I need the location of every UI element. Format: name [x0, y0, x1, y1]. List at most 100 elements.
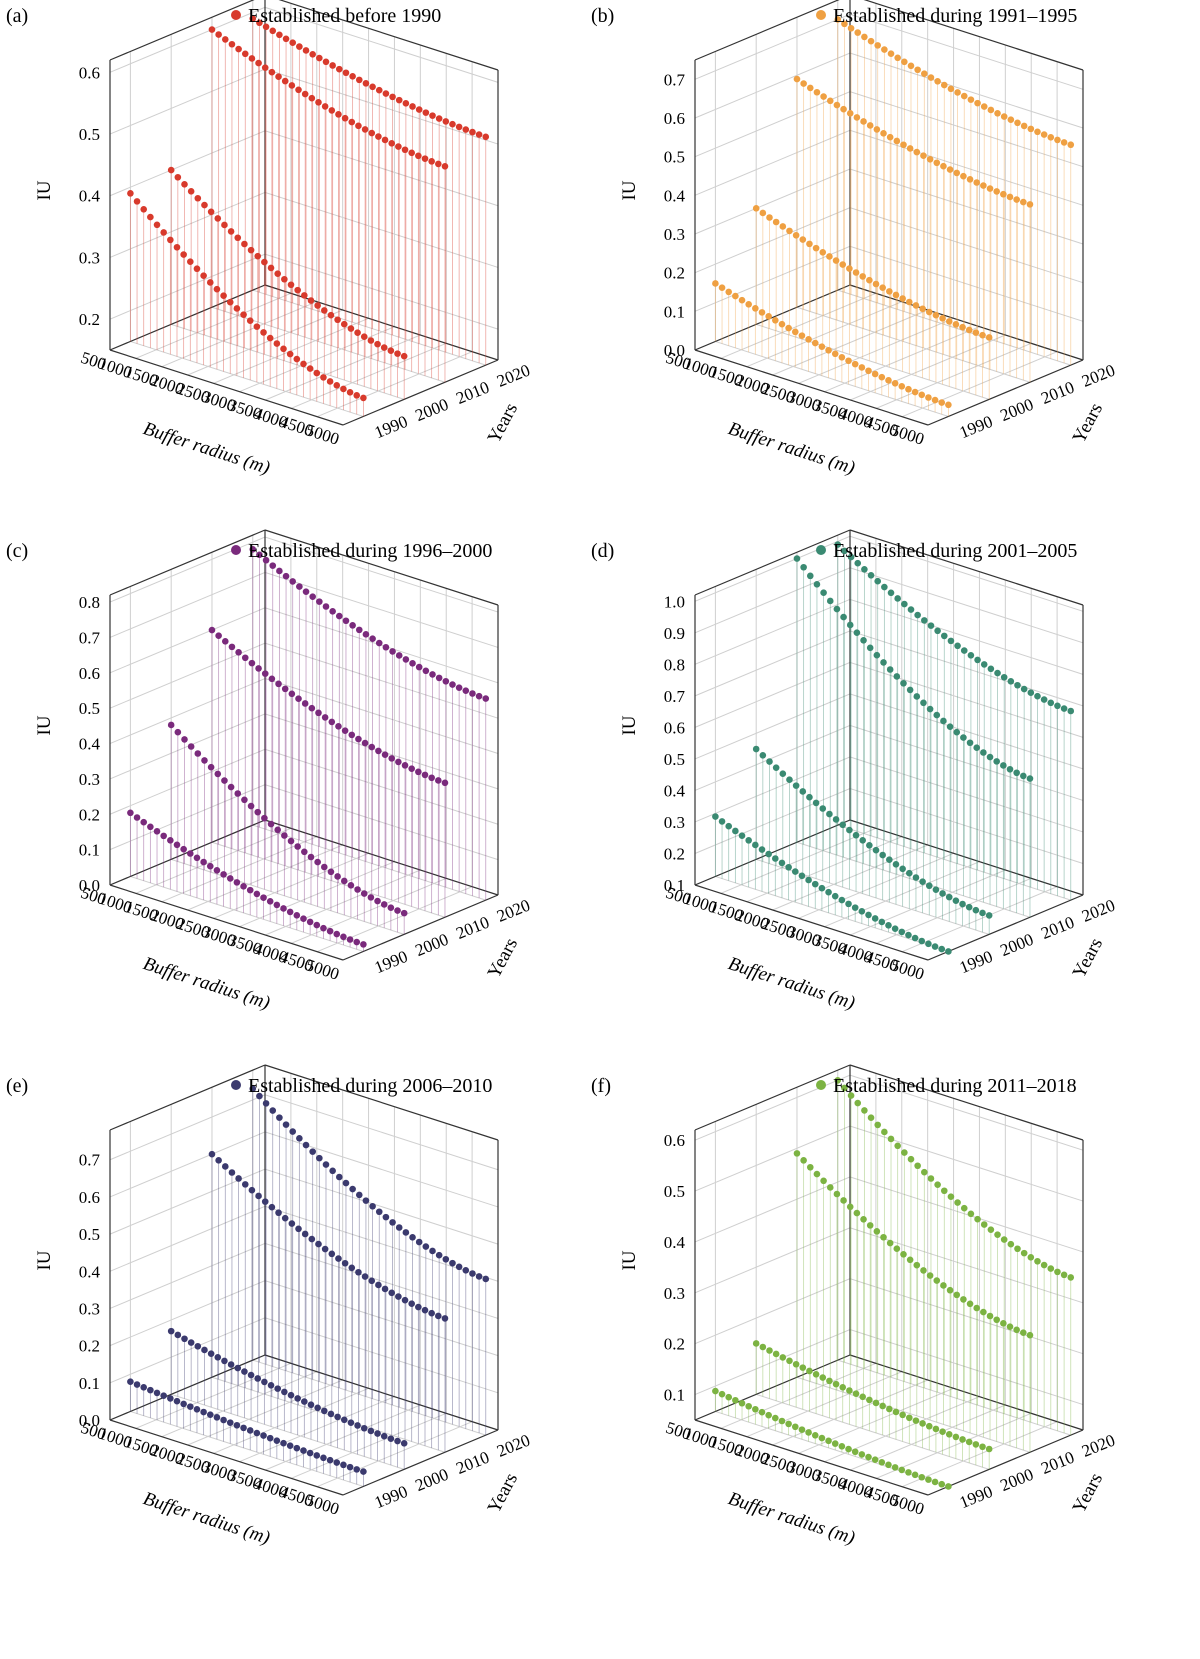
legend-text: Established before 1990 [248, 5, 441, 27]
data-point [133, 814, 141, 821]
data-point [340, 385, 347, 393]
data-point [240, 311, 247, 318]
data-point [315, 709, 322, 717]
data-point [899, 865, 906, 873]
data-point [745, 837, 752, 844]
data-point [825, 888, 832, 896]
data-point [906, 145, 914, 152]
x-axis-line [109, 1419, 344, 1496]
y-axis-title: Years [484, 935, 522, 982]
data-point [979, 331, 986, 339]
data-point [846, 265, 853, 272]
grid-line [109, 571, 499, 648]
grid-line [720, 1362, 877, 1429]
data-point [1000, 113, 1008, 120]
data-point [260, 329, 267, 336]
data-point [1020, 198, 1027, 206]
data-point [261, 814, 268, 822]
panel-label: (a) [6, 5, 28, 27]
data-point [408, 1300, 415, 1308]
x-axis-line [694, 349, 929, 426]
data-point [931, 943, 939, 950]
data-point [880, 659, 887, 666]
data-point [322, 58, 330, 66]
data-point [361, 1273, 369, 1280]
data-point [322, 1161, 330, 1168]
data-point [296, 583, 303, 590]
z-tick-label: 0.7 [664, 70, 686, 89]
z-tick-label: 0.4 [664, 186, 686, 205]
grid-line [715, 340, 949, 417]
data-point [375, 1208, 383, 1216]
series-2000 [167, 166, 408, 400]
data-point [911, 1471, 919, 1479]
grid-line [171, 858, 405, 935]
data-point [791, 1423, 799, 1431]
data-point [408, 149, 415, 157]
data-point [349, 73, 356, 80]
data-point [786, 227, 793, 235]
data-point [980, 749, 987, 756]
y-tick-label: 2020 [1079, 360, 1118, 390]
data-point [213, 285, 221, 293]
data-point [772, 764, 780, 771]
data-point [267, 820, 275, 828]
data-point [240, 882, 247, 890]
data-point [187, 1339, 195, 1346]
data-point [442, 1255, 450, 1263]
grid-line [316, 351, 473, 418]
data-point [894, 595, 901, 602]
data-point [329, 608, 336, 615]
data-point [289, 39, 297, 47]
grid-line [187, 1379, 343, 1446]
box-edge [694, 529, 851, 596]
data-point [321, 103, 329, 110]
data-point [329, 62, 336, 69]
data-point [181, 736, 188, 743]
data-point [1000, 190, 1007, 198]
x-tick-label: 5000 [303, 955, 341, 984]
data-point [980, 661, 988, 668]
data-point [846, 1387, 853, 1394]
data-point [940, 1187, 948, 1195]
series-2020 [249, 545, 490, 901]
data-point [187, 258, 194, 265]
x-tick-label: 5000 [303, 1490, 341, 1519]
y-tick-label: 2000 [998, 395, 1037, 425]
data-point [361, 739, 369, 747]
data-point [865, 1453, 872, 1461]
data-point [793, 555, 801, 562]
data-point [939, 315, 946, 322]
grid-line [239, 326, 395, 393]
grid-line [109, 748, 499, 825]
data-point [873, 651, 881, 659]
legend-marker [816, 10, 826, 20]
grid-line [211, 306, 446, 383]
data-point [871, 1456, 879, 1463]
box-edge [849, 819, 1084, 896]
data-point [221, 36, 229, 43]
data-point [381, 136, 389, 144]
z-tick-label: 0.4 [79, 735, 101, 754]
data-point [905, 869, 913, 877]
data-point [469, 128, 476, 136]
data-point [925, 394, 932, 401]
data-point [779, 223, 787, 230]
y-tick-label: 2020 [1079, 1430, 1118, 1460]
z-tick-label: 0.9 [664, 624, 685, 643]
data-point [847, 553, 855, 561]
data-point [811, 880, 819, 888]
data-point [946, 166, 954, 173]
data-point [266, 1434, 274, 1442]
data-point [301, 1398, 308, 1405]
data-point [309, 593, 316, 600]
data-point [201, 757, 208, 764]
data-point [181, 181, 188, 188]
data-point [336, 612, 343, 620]
panel-4: 0.10.20.30.40.50.60.70.80.91.0IU50010001… [591, 529, 1118, 1014]
data-point [946, 1286, 954, 1294]
data-point [428, 774, 435, 782]
data-point [967, 1210, 975, 1218]
data-point [959, 323, 966, 331]
data-point [846, 621, 854, 629]
